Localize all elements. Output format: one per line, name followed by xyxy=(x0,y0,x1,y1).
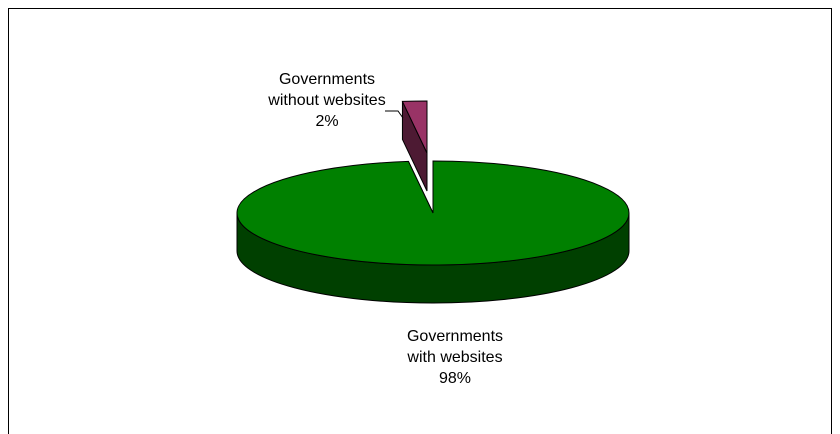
label-with-line2: with websites xyxy=(407,349,503,366)
label-without-line2: without websites xyxy=(268,92,386,109)
slice-with-websites xyxy=(236,160,630,266)
label-with-line1: Governments xyxy=(406,328,504,345)
label-without-value: 2% xyxy=(315,113,339,130)
data-label-without-websites: Governments without websites 2% xyxy=(227,69,427,132)
label-without-line1: Governments xyxy=(278,71,376,88)
data-label-with-websites: Governments with websites 98% xyxy=(355,326,555,389)
leader-line-without-websites xyxy=(385,110,404,119)
label-with-value: 98% xyxy=(438,370,472,387)
chart-frame xyxy=(8,8,832,434)
slice-without-websites xyxy=(401,100,428,154)
